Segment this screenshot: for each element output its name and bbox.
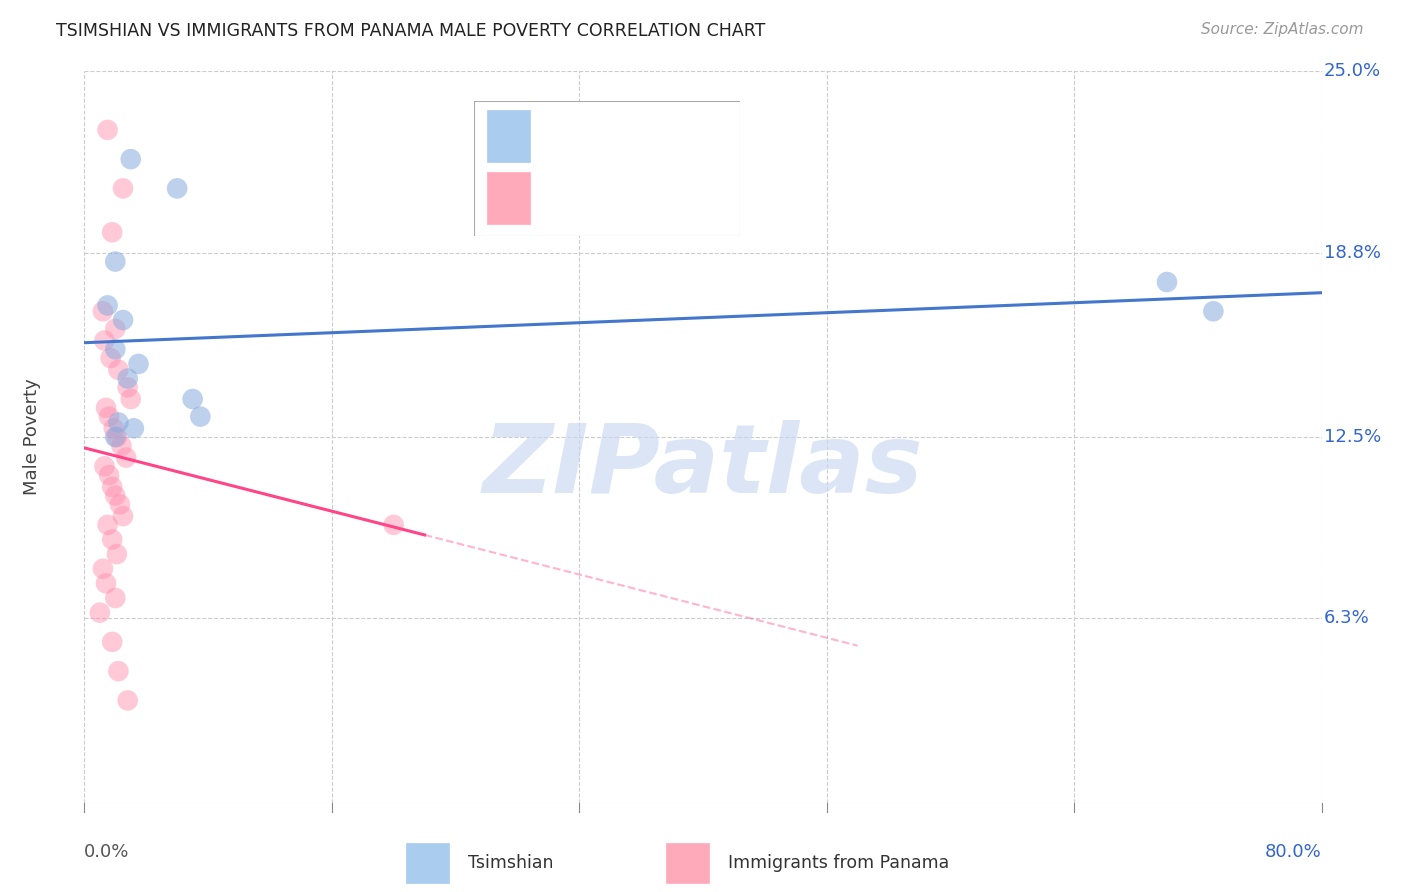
Point <box>94 401 117 415</box>
FancyBboxPatch shape <box>488 172 530 224</box>
FancyBboxPatch shape <box>666 844 709 883</box>
Text: 80.0%: 80.0% <box>1265 843 1322 861</box>
Text: Immigrants from Panama: Immigrants from Panama <box>728 854 949 872</box>
Point <box>94 576 117 591</box>
Point <box>101 225 124 239</box>
Point <box>122 421 145 435</box>
Point <box>110 439 132 453</box>
Point <box>112 181 135 195</box>
Text: Male Poverty: Male Poverty <box>24 379 41 495</box>
Point <box>107 664 129 678</box>
Text: TSIMSHIAN VS IMMIGRANTS FROM PANAMA MALE POVERTY CORRELATION CHART: TSIMSHIAN VS IMMIGRANTS FROM PANAMA MALE… <box>56 22 766 40</box>
Point <box>104 322 127 336</box>
Point <box>93 334 115 348</box>
Point <box>91 304 114 318</box>
Point <box>107 363 129 377</box>
Point <box>117 693 139 707</box>
Point <box>107 416 129 430</box>
Point <box>104 254 127 268</box>
Point <box>104 489 127 503</box>
Point <box>104 591 127 605</box>
Point <box>103 421 125 435</box>
FancyBboxPatch shape <box>488 110 530 161</box>
Point <box>188 409 212 424</box>
Point <box>105 430 128 444</box>
Point <box>112 509 135 524</box>
Point <box>120 392 142 406</box>
Point <box>104 430 127 444</box>
Point <box>117 371 139 385</box>
Point <box>382 517 405 532</box>
Point <box>181 392 204 406</box>
FancyBboxPatch shape <box>406 844 450 883</box>
Point <box>105 547 128 561</box>
Point <box>96 123 118 137</box>
Point <box>98 468 121 483</box>
Point <box>96 517 118 532</box>
Point <box>1156 275 1178 289</box>
Point <box>89 606 111 620</box>
Text: R =  0.352   N = 15: R = 0.352 N = 15 <box>540 127 710 145</box>
Text: 6.3%: 6.3% <box>1324 609 1369 627</box>
Point <box>101 635 124 649</box>
Text: 0.0%: 0.0% <box>84 843 129 861</box>
Point <box>117 380 139 394</box>
Point <box>120 152 142 166</box>
Point <box>101 480 124 494</box>
Point <box>98 409 121 424</box>
Text: 12.5%: 12.5% <box>1324 428 1381 446</box>
Point <box>112 313 135 327</box>
Point <box>1202 304 1225 318</box>
Point <box>101 533 124 547</box>
Point <box>91 562 114 576</box>
Point <box>115 450 138 465</box>
Point <box>100 351 122 365</box>
Text: 25.0%: 25.0% <box>1324 62 1381 80</box>
Point <box>127 357 149 371</box>
Point <box>104 343 127 357</box>
Text: ZIPatlas: ZIPatlas <box>482 420 924 513</box>
Point <box>166 181 188 195</box>
FancyBboxPatch shape <box>474 101 740 236</box>
Point <box>108 497 131 511</box>
Point <box>93 459 115 474</box>
Text: Source: ZipAtlas.com: Source: ZipAtlas.com <box>1201 22 1364 37</box>
Text: Tsimshian: Tsimshian <box>468 854 554 872</box>
Text: R = -0.248   N = 33: R = -0.248 N = 33 <box>540 189 711 207</box>
Point <box>96 298 118 312</box>
Text: 18.8%: 18.8% <box>1324 244 1381 261</box>
